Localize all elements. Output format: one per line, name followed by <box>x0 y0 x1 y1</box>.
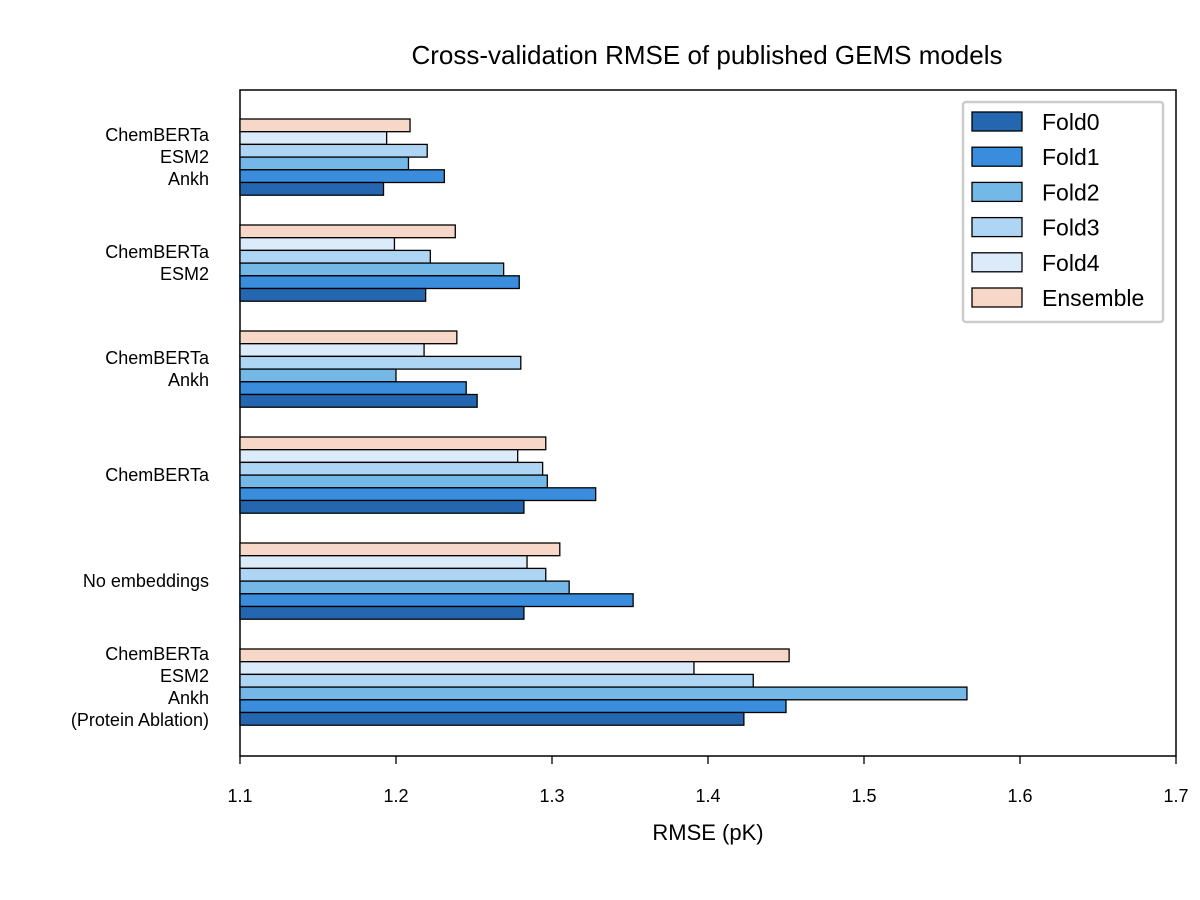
x-tick-label: 1.7 <box>1163 786 1188 806</box>
legend-label-fold4: Fold4 <box>1042 250 1100 276</box>
bar-fold1-1 <box>239 275 520 290</box>
bar-ensemble-0 <box>239 118 411 133</box>
bar-fold0-5 <box>239 711 745 726</box>
y-category-label: ChemBERTa <box>105 465 210 485</box>
bar-ensemble-4 <box>239 542 561 557</box>
legend-label-fold1: Fold1 <box>1042 144 1100 170</box>
y-category-label: No embeddings <box>83 571 209 591</box>
x-axis: 1.1 1.2 1.3 1.4 1.5 1.6 1.7 <box>227 756 1189 806</box>
bar-ensemble-3 <box>239 436 547 451</box>
y-category-label: ChemBERTa <box>105 644 210 664</box>
legend-label-ensemble: Ensemble <box>1042 285 1144 311</box>
bar-fold2-2 <box>239 368 397 383</box>
x-tick-label: 1.4 <box>695 786 720 806</box>
x-axis-label: RMSE (pK) <box>652 820 763 845</box>
y-category-label: ESM2 <box>160 147 209 167</box>
legend-label-fold3: Fold3 <box>1042 215 1100 241</box>
bar-fold4-0 <box>239 131 388 146</box>
bar-fold4-3 <box>239 449 519 464</box>
legend: Fold0 Fold1 Fold2 Fold3 Fold4 Ensemble <box>961 100 1165 324</box>
bar-ensemble-1 <box>239 224 456 239</box>
y-category-label: ChemBERTa <box>105 125 210 145</box>
legend-swatch-fold4 <box>971 252 1023 273</box>
y-category-label: (Protein Ablation) <box>71 710 209 730</box>
legend-swatch-fold1 <box>971 146 1023 167</box>
bar-fold2-5 <box>239 686 968 701</box>
bar-fold2-4 <box>239 580 570 595</box>
bar-fold3-0 <box>239 143 428 158</box>
bar-fold0-3 <box>239 499 525 514</box>
bar-fold4-2 <box>239 343 425 358</box>
bar-fold1-3 <box>239 487 597 502</box>
bar-fold3-4 <box>239 567 547 582</box>
y-category-label: ESM2 <box>160 666 209 686</box>
chart-title: Cross-validation RMSE of published GEMS … <box>411 40 1002 70</box>
bar-fold4-5 <box>239 661 695 676</box>
y-category-label: ChemBERTa <box>105 348 210 368</box>
y-category-label: Ankh <box>168 688 209 708</box>
x-tick-label: 1.5 <box>851 786 876 806</box>
bar-fold2-3 <box>239 474 548 489</box>
bar-fold4-4 <box>239 555 528 570</box>
bar-fold0-2 <box>239 393 478 408</box>
legend-swatch-ensemble <box>971 287 1023 308</box>
bar-ensemble-5 <box>239 648 790 663</box>
bar-fold0-4 <box>239 605 525 620</box>
x-tick-label: 1.6 <box>1007 786 1032 806</box>
legend-swatch-fold3 <box>971 216 1023 238</box>
bar-fold1-0 <box>239 169 446 184</box>
legend-label-fold2: Fold2 <box>1042 179 1100 205</box>
x-tick-label: 1.1 <box>227 786 252 806</box>
bar-fold1-5 <box>239 699 787 714</box>
bar-fold3-3 <box>239 461 544 476</box>
legend-label-fold0: Fold0 <box>1042 109 1100 135</box>
x-tick-label: 1.3 <box>539 786 564 806</box>
bar-fold1-2 <box>239 381 467 396</box>
x-tick-label: 1.2 <box>383 786 408 806</box>
bar-fold3-1 <box>239 249 431 264</box>
bar-fold3-5 <box>239 673 754 688</box>
bar-fold4-1 <box>239 237 396 252</box>
bar-fold2-1 <box>239 262 505 277</box>
y-category-label: Ankh <box>168 370 209 390</box>
y-axis-labels: ChemBERTaESM2AnkhChemBERTaESM2ChemBERTaA… <box>71 125 210 730</box>
legend-swatch-fold2 <box>971 181 1023 203</box>
bar-fold0-1 <box>239 287 427 302</box>
y-category-label: ChemBERTa <box>105 242 210 262</box>
bar-fold1-4 <box>239 593 634 608</box>
bar-ensemble-2 <box>239 330 458 345</box>
y-category-label: Ankh <box>168 169 209 189</box>
bar-fold2-0 <box>239 156 410 171</box>
legend-swatch-fold0 <box>971 111 1023 132</box>
bar-fold3-2 <box>239 355 522 370</box>
y-category-label: ESM2 <box>160 264 209 284</box>
bars-layer <box>239 118 968 726</box>
bar-fold0-0 <box>239 181 385 196</box>
